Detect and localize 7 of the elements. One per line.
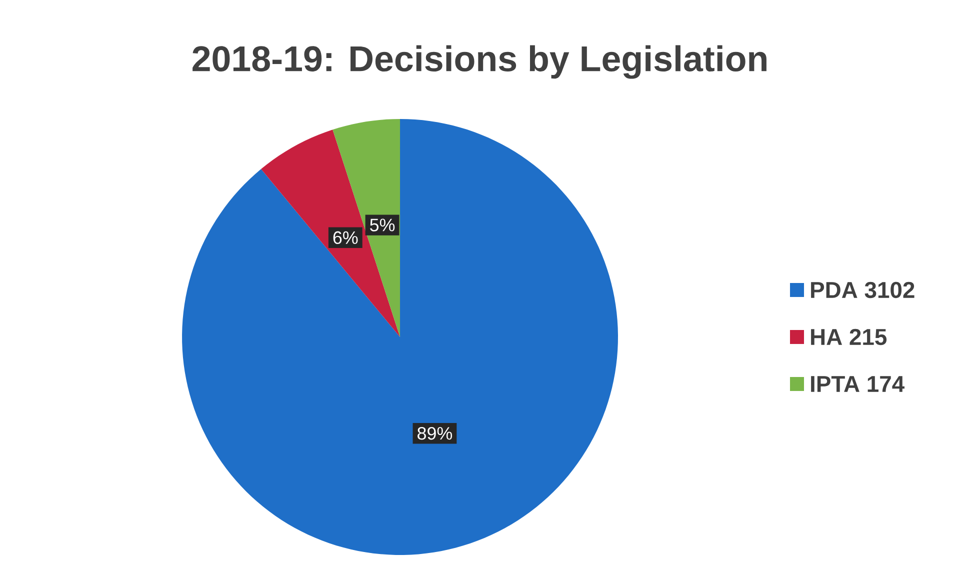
legend-label: HA 215 xyxy=(811,328,887,346)
data-label: 6% xyxy=(333,231,358,244)
legend-label: PDA 3102 xyxy=(811,282,914,298)
legend-label: IPTA 174 xyxy=(811,376,904,392)
data-label: 5% xyxy=(370,218,395,232)
data-label: 89% xyxy=(418,427,452,440)
chart-title: 2018-19: Decisions by Legislation xyxy=(192,45,766,79)
